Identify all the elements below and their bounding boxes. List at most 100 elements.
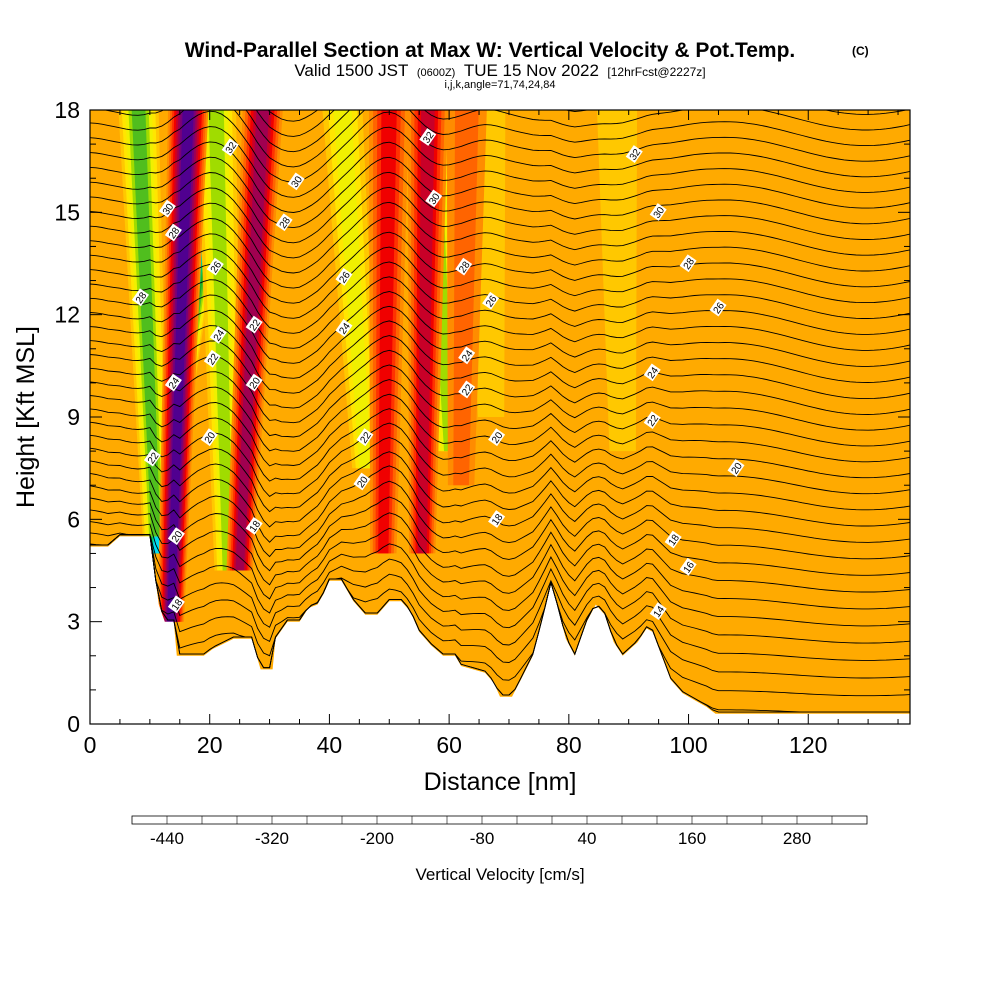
isentrope-label: 30 xyxy=(649,203,667,221)
isentrope-label: 30 xyxy=(158,199,177,218)
isentrope-line xyxy=(90,509,910,593)
colorbar-tick-labels: -440 -320 -200 -80 40 160 280 xyxy=(150,829,811,848)
isentrope-label: 28 xyxy=(455,257,473,276)
colorbar-tick-label: 40 xyxy=(578,829,597,848)
isentrope-line xyxy=(90,422,910,497)
isentrope-line xyxy=(90,246,910,319)
isentrope-label: 28 xyxy=(275,213,293,232)
isentrope-label: 20 xyxy=(167,527,186,545)
isentrope-label: 30 xyxy=(287,172,305,191)
isentrope-label: 26 xyxy=(206,257,224,276)
isentrope-line xyxy=(90,110,910,168)
isentrope-line xyxy=(90,349,910,424)
isentrope-line xyxy=(90,186,910,259)
y-tick-label: 9 xyxy=(67,404,80,430)
isentrope-line xyxy=(90,261,910,334)
isentrope-label: 28 xyxy=(679,254,697,273)
isentrope-line xyxy=(90,156,910,229)
isentrope-line xyxy=(90,437,910,513)
isentrope-line xyxy=(90,110,910,183)
forecast-info: [12hrFcst@2227z] xyxy=(607,65,705,79)
isentrope-line xyxy=(90,379,910,452)
isentrope-line xyxy=(90,534,910,713)
isentrope-line xyxy=(90,320,910,394)
copyright-mark: (C) xyxy=(852,44,869,58)
x-tick-label: 40 xyxy=(317,732,343,758)
isentrope-line xyxy=(90,364,910,438)
isentrope-label: 18 xyxy=(167,595,186,614)
isentrope-label: 24 xyxy=(643,363,661,382)
isentrope-label: 24 xyxy=(458,346,476,365)
downdraft-3-level-2 xyxy=(333,110,372,469)
isentrope-line xyxy=(90,291,910,364)
potential-temperature-contours xyxy=(90,110,910,713)
y-tick-label: 15 xyxy=(54,199,80,225)
isentrope-label: 26 xyxy=(482,291,500,310)
isentrope-line xyxy=(103,110,910,153)
isentrope-line xyxy=(90,276,910,349)
y-tick-label: 12 xyxy=(54,302,80,328)
colorbar-tick-label: -200 xyxy=(360,829,394,848)
x-tick-label: 80 xyxy=(556,732,582,758)
y-tick-label: 18 xyxy=(54,97,80,123)
colorbar-title: Vertical Velocity [cm/s] xyxy=(415,865,584,884)
isentrope-line xyxy=(90,408,910,482)
valid-time-line: Valid 1500 JST (0600Z) TUE 15 Nov 2022 [… xyxy=(294,61,705,80)
x-axis-title: Distance [nm] xyxy=(424,768,577,796)
isentrope-line xyxy=(90,534,910,661)
isentrope-label: 22 xyxy=(143,448,162,467)
updraft-2-level-3 xyxy=(378,110,397,554)
colorbar-frame xyxy=(131,815,868,825)
isentrope-label: 28 xyxy=(131,288,150,307)
isentrope-label: 18 xyxy=(245,516,263,535)
y-tick-label: 0 xyxy=(67,711,80,737)
y-tick-label: 3 xyxy=(67,609,80,635)
valid-prefix: Valid 1500 JST xyxy=(294,61,408,80)
isentrope-line xyxy=(90,496,910,576)
colorbar xyxy=(131,815,868,825)
isentrope-line xyxy=(90,171,910,244)
isentrope-label: 20 xyxy=(245,373,263,392)
colorbar-tick-label: -440 xyxy=(150,829,184,848)
colorbar-tick-label: -80 xyxy=(470,829,495,848)
colorbar-tick-label: 160 xyxy=(678,829,706,848)
isentrope-line xyxy=(90,305,910,379)
isentrope-label: 26 xyxy=(335,267,353,286)
isentrope-label: 26 xyxy=(709,298,727,317)
y-tick-label: 6 xyxy=(67,506,80,532)
isentrope-line xyxy=(90,534,910,697)
chart-title: Wind-Parallel Section at Max W: Vertical… xyxy=(185,39,796,62)
x-tick-label: 60 xyxy=(436,732,462,758)
terrain-mask xyxy=(90,536,910,724)
isentrope-label: 20 xyxy=(353,472,371,491)
isentrope-line xyxy=(90,521,910,610)
y-axis-title: Height [Kft MSL] xyxy=(12,326,40,508)
downdraft-6-level-0 xyxy=(597,110,638,452)
x-tick-label: 100 xyxy=(669,732,707,758)
isentrope-label: 14 xyxy=(649,602,667,621)
isentrope-label: 28 xyxy=(164,223,183,242)
isentrope-line xyxy=(90,532,910,627)
isentrope-label: 32 xyxy=(221,138,239,157)
colorbar-tick-label: -320 xyxy=(255,829,289,848)
isentrope-line xyxy=(90,126,910,198)
isentrope-line xyxy=(90,335,910,409)
isentrope-label: 22 xyxy=(203,349,221,368)
colorbar-tick-label: 280 xyxy=(783,829,811,848)
x-tick-label: 20 xyxy=(197,732,223,758)
isentrope-label: 24 xyxy=(209,325,227,344)
x-tick-label: 120 xyxy=(789,732,827,758)
isentrope-label: 20 xyxy=(727,458,745,477)
isentrope-line xyxy=(90,534,910,679)
isentrope-line xyxy=(90,480,910,560)
isentrope-line xyxy=(90,201,910,274)
downdraft-1-level-4 xyxy=(131,110,161,537)
isentrope-line xyxy=(90,231,910,304)
valid-date: TUE 15 Nov 2022 xyxy=(464,61,599,80)
isentrope-label: 16 xyxy=(679,557,697,576)
isentrope-label: 30 xyxy=(425,189,443,208)
isentrope-label: 20 xyxy=(200,428,218,447)
isentrope-label: 20 xyxy=(488,428,506,447)
isentrope-label: 22 xyxy=(458,380,476,399)
